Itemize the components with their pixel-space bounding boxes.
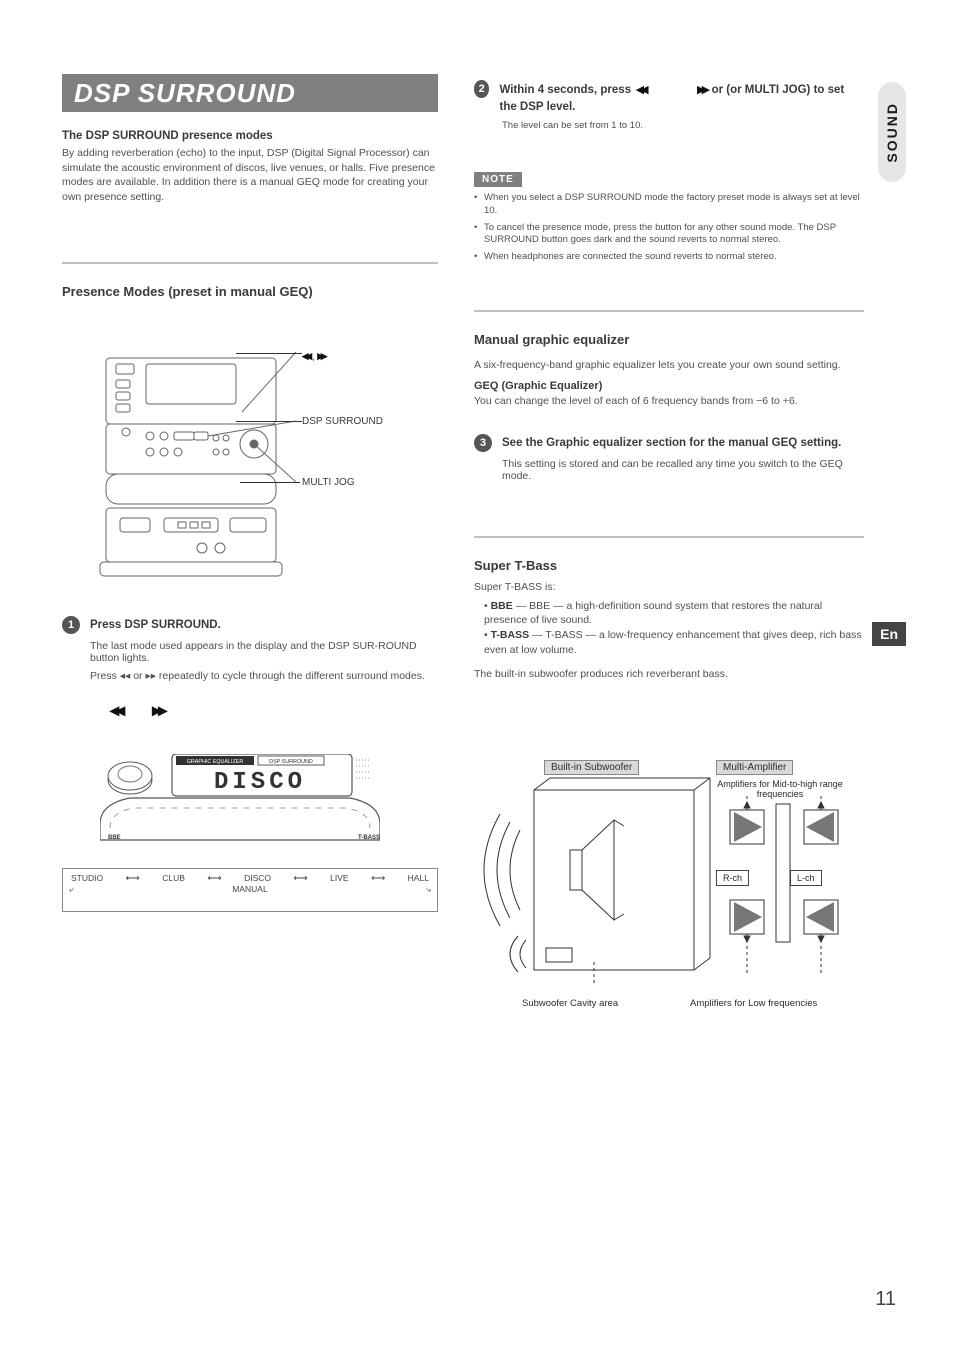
page-title: DSP SURROUND (74, 78, 296, 109)
section2-heading: Manual graphic equalizer (474, 332, 864, 347)
arrow-sep-icon: ⟷ (207, 873, 221, 884)
side-tab-sound: SOUND (878, 82, 906, 182)
step2-number-icon: 2 (474, 80, 489, 98)
step1-arrow-row: ◂◂ ▸▸ (110, 700, 164, 721)
section3-body: Super T-BASS is: • BBE — BBE — a high-de… (474, 580, 864, 682)
step2-text-a: Within 4 seconds, press (499, 84, 634, 96)
bbe-label: BBE (108, 835, 121, 841)
stereo-svg (86, 352, 296, 582)
note-item: To cancel the presence mode, press the b… (474, 222, 864, 248)
mode-chain: STUDIO ⟷ CLUB ⟷ DISCO ⟷ LIVE ⟷ HALL ⤶ MA… (62, 868, 438, 912)
forward-inline-icon: ▸▸ (697, 80, 706, 100)
section1-heading: Presence Modes (preset in manual GEQ) (62, 284, 438, 299)
step1-sub1: The last mode used appears in the displa… (90, 640, 434, 664)
divider-1 (62, 262, 438, 264)
lang-tab-label: En (880, 626, 898, 642)
section3-item-text: T-BASS — a low-frequency enhancement tha… (484, 629, 862, 656)
callout-ff: ◂◂ , ▸▸ (302, 348, 324, 364)
note-item: When headphones are connected the sound … (474, 251, 864, 264)
section2-body2: You can change the level of each of 6 fr… (474, 394, 864, 409)
step1-block: 1 Press DSP SURROUND. The last mode used… (62, 616, 438, 688)
intro-block: The DSP SURROUND presence modes By addin… (62, 128, 438, 205)
mode-club: CLUB (162, 874, 185, 883)
stereo-diagram (86, 352, 296, 582)
lang-tab: En (872, 622, 906, 646)
callout-dsp: DSP SURROUND (302, 416, 383, 427)
step2-text-b: or (712, 84, 727, 96)
mode-hall: HALL (408, 874, 429, 883)
section3-builtin: The built-in subwoofer produces rich rev… (474, 667, 864, 682)
pointer-3 (240, 482, 300, 483)
manual-page: SOUND En DSP SURROUND The DSP SURROUND p… (0, 0, 954, 1351)
intro-heading: The DSP SURROUND presence modes (62, 128, 438, 144)
mode-live: LIVE (330, 874, 348, 883)
note-list: When you select a DSP SURROUND mode the … (474, 192, 864, 268)
forward-big-icon: ▸▸ (152, 700, 164, 721)
step1-number-icon: 1 (62, 616, 80, 634)
step3-sub: This setting is stored and can be recall… (502, 458, 846, 482)
section2-body1: A six-frequency-band graphic equalizer l… (474, 358, 864, 373)
step1-sub2: Press ◂◂ or ▸▸ repeatedly to cycle throu… (90, 670, 434, 682)
arrow-sep-icon: ⟷ (126, 873, 140, 884)
mode-disco: DISCO (244, 874, 271, 883)
display-svg: GRAPHIC EQUALIZER DSP SURROUND DISCO BBE… (100, 754, 380, 844)
section3-intro: Super T-BASS is: (474, 580, 864, 595)
section2-body: A six-frequency-band graphic equalizer l… (474, 358, 864, 409)
rewind-big-icon: ◂◂ (110, 700, 122, 721)
section3-item-text: BBE — a high-definition sound system tha… (484, 600, 822, 627)
page-number: 11 (875, 1288, 896, 1311)
mode-manual: MANUAL (232, 884, 267, 895)
mode-studio: STUDIO (71, 874, 103, 883)
page-title-bar: DSP SURROUND (62, 74, 438, 112)
forward-icon: ▸▸ (317, 348, 324, 363)
arrow-sep-icon: ⟷ (293, 873, 307, 884)
display-panel: GRAPHIC EQUALIZER DSP SURROUND DISCO BBE… (100, 754, 380, 844)
divider-3 (474, 536, 864, 538)
step1-text: Press DSP SURROUND. (90, 619, 221, 631)
arrow-sep-icon: ⟷ (371, 873, 385, 884)
pointer-2 (236, 421, 302, 422)
intro-body: By adding reverberation (echo) to the in… (62, 146, 438, 205)
tbass-label: T-BASS (358, 835, 380, 841)
geq-label: GEQ (Graphic Equalizer) (474, 379, 864, 394)
section3-item: • BBE — BBE — a high-definition sound sy… (484, 599, 864, 628)
step3-text: See the Graphic equalizer section for th… (502, 437, 841, 449)
note-badge: NOTE (474, 172, 522, 187)
tab-geq: GRAPHIC EQUALIZER (187, 759, 244, 765)
step2-sub: The level can be set from 1 to 10. (502, 120, 864, 131)
return-left-icon: ⤶ (69, 884, 74, 895)
return-right-icon: ⤷ (426, 884, 431, 895)
rewind-inline-icon: ◂◂ (636, 80, 645, 100)
speaker-svg (474, 750, 864, 1010)
section3-heading: Super T-Bass (474, 558, 864, 573)
divider-2 (474, 310, 864, 312)
pointer-1 (236, 353, 302, 354)
side-tab-label: SOUND (884, 102, 900, 163)
note-item: When you select a DSP SURROUND mode the … (474, 192, 864, 218)
callout-mj: MULTI JOG (302, 477, 355, 488)
step3-number-icon: 3 (474, 434, 492, 452)
speaker-diagram (474, 750, 864, 1010)
section3-item: • T-BASS — T-BASS — a low-frequency enha… (484, 628, 864, 657)
rewind-icon: ◂◂ (302, 348, 309, 363)
tab-dsp: DSP SURROUND (269, 759, 313, 765)
step3-block: 3 See the Graphic equalizer section for … (474, 434, 864, 488)
step2-block: 2 Within 4 seconds, press ◂◂ ▸▸ or (or M… (474, 80, 864, 131)
step2-text: Within 4 seconds, press ◂◂ ▸▸ or (or MUL… (499, 80, 864, 114)
display-readout: DISCO (214, 769, 306, 796)
